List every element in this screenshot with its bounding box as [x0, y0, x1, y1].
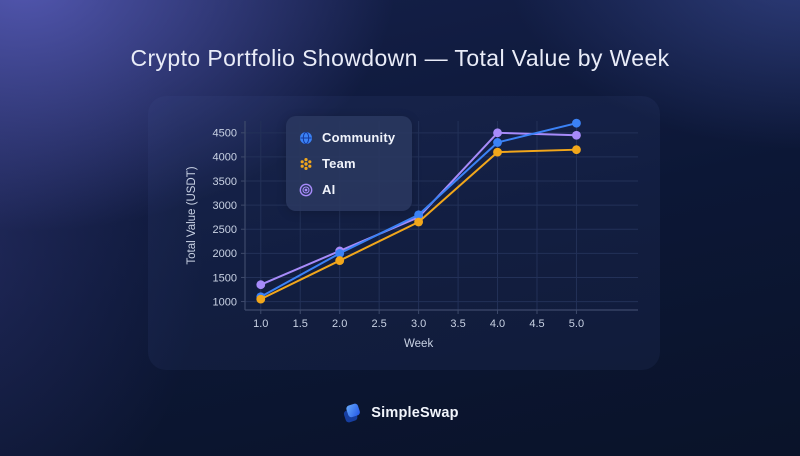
- brand-name: SimpleSwap: [371, 405, 459, 421]
- svg-text:1500: 1500: [213, 272, 237, 284]
- svg-text:3500: 3500: [213, 176, 237, 188]
- svg-text:2000: 2000: [213, 248, 237, 260]
- legend-label: Community: [322, 130, 396, 145]
- x-axis-title: Week: [404, 338, 433, 350]
- svg-text:2500: 2500: [213, 224, 237, 236]
- svg-text:4500: 4500: [213, 128, 237, 140]
- x-tick-labels: 1.0 1.5 2.0 2.5 3.0 3.5 4.0 4.5 5.0: [253, 310, 584, 330]
- chart-panel: 1.0 1.5 2.0 2.5 3.0 3.5 4.0 4.5 5.0 1000 1500 2000 2…: [148, 96, 660, 370]
- gridlines: [245, 121, 638, 310]
- svg-text:1000: 1000: [213, 296, 237, 308]
- simpleswap-logo-icon: [344, 403, 361, 423]
- y-axis-title: Total Value (USDT): [186, 166, 198, 264]
- svg-text:4.0: 4.0: [490, 318, 505, 330]
- svg-text:4.5: 4.5: [529, 318, 544, 330]
- svg-text:3.5: 3.5: [450, 318, 465, 330]
- legend-label: Team: [322, 156, 356, 171]
- svg-text:1.5: 1.5: [293, 318, 308, 330]
- svg-text:3000: 3000: [213, 200, 237, 212]
- ai-ring-icon: [299, 183, 313, 197]
- svg-text:2.0: 2.0: [332, 318, 347, 330]
- chart-legend: Community Team AI: [286, 116, 413, 211]
- svg-text:3.0: 3.0: [411, 318, 426, 330]
- team-dots-icon: [299, 157, 313, 171]
- community-globe-icon: [299, 131, 313, 145]
- svg-text:4000: 4000: [213, 152, 237, 164]
- y-tick-labels: 1000 1500 2000 2500 3000 3500 4000 4500: [213, 128, 245, 308]
- series-team: [256, 145, 581, 304]
- svg-text:5.0: 5.0: [569, 318, 584, 330]
- legend-item-team: Team: [299, 152, 395, 175]
- legend-label: AI: [322, 182, 336, 197]
- brand-footer: SimpleSwap: [0, 402, 800, 424]
- page-title: Crypto Portfolio Showdown — Total Value …: [130, 45, 670, 71]
- line-chart: 1.0 1.5 2.0 2.5 3.0 3.5 4.0 4.5 5.0 1000 1500 2000 2…: [186, 118, 638, 350]
- legend-item-community: Community: [299, 126, 395, 149]
- legend-item-ai: AI: [299, 178, 395, 201]
- svg-text:1.0: 1.0: [253, 318, 268, 330]
- svg-text:2.5: 2.5: [372, 318, 387, 330]
